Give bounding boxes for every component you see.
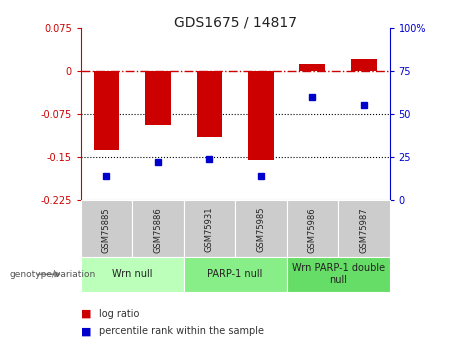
Text: ■: ■ bbox=[81, 309, 91, 319]
Text: GSM75886: GSM75886 bbox=[154, 207, 162, 253]
Text: GSM75985: GSM75985 bbox=[256, 207, 266, 253]
Bar bbox=[287, 200, 338, 257]
Bar bbox=[94, 71, 119, 150]
Bar bbox=[196, 71, 222, 137]
Bar bbox=[351, 59, 377, 71]
Text: ■: ■ bbox=[81, 326, 91, 336]
Text: Wrn null: Wrn null bbox=[112, 269, 153, 279]
Bar bbox=[235, 200, 287, 257]
Bar bbox=[81, 200, 132, 257]
Bar bbox=[132, 200, 183, 257]
Text: genotype/variation: genotype/variation bbox=[9, 270, 95, 279]
Text: GSM75986: GSM75986 bbox=[308, 207, 317, 253]
Text: GSM75885: GSM75885 bbox=[102, 207, 111, 253]
Text: GSM75931: GSM75931 bbox=[205, 207, 214, 253]
Bar bbox=[81, 257, 183, 292]
Bar bbox=[248, 71, 274, 160]
Text: percentile rank within the sample: percentile rank within the sample bbox=[99, 326, 264, 336]
Bar bbox=[145, 71, 171, 125]
Text: PARP-1 null: PARP-1 null bbox=[207, 269, 263, 279]
Text: Wrn PARP-1 double
null: Wrn PARP-1 double null bbox=[291, 264, 384, 285]
Bar bbox=[183, 200, 235, 257]
Bar bbox=[300, 64, 325, 71]
Text: GDS1675 / 14817: GDS1675 / 14817 bbox=[174, 16, 296, 30]
Text: log ratio: log ratio bbox=[99, 309, 140, 319]
Bar bbox=[338, 200, 390, 257]
Text: GSM75987: GSM75987 bbox=[359, 207, 368, 253]
Bar bbox=[183, 257, 287, 292]
Bar bbox=[287, 257, 390, 292]
